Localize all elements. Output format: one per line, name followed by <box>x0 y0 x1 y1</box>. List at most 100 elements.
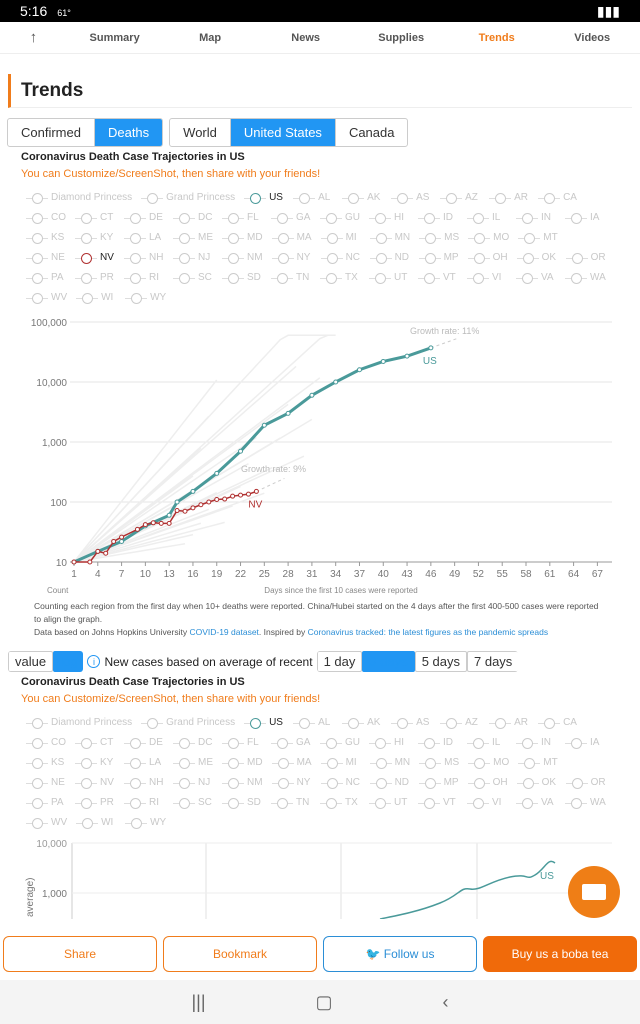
legend-item-az[interactable]: AZ <box>440 713 480 733</box>
legend-item-vi[interactable]: VI <box>467 268 507 288</box>
legend-item-mp[interactable]: MP <box>418 248 459 268</box>
legend-item-pr[interactable]: PR <box>75 268 115 288</box>
legend-item-grand-princess[interactable]: Grand Princess <box>141 188 235 208</box>
nav-news[interactable]: News <box>291 31 321 44</box>
legend-item-in[interactable]: IN <box>516 208 556 228</box>
legend-item-ia[interactable]: IA <box>565 208 605 228</box>
legend-item-in[interactable]: IN <box>516 733 556 753</box>
legend-item-gu[interactable]: GU <box>320 208 360 228</box>
legend-item-de[interactable]: DE <box>124 733 164 753</box>
info-icon[interactable]: i <box>87 655 101 668</box>
legend-item-ny[interactable]: NY <box>271 773 312 793</box>
legend-item-sd[interactable]: SD <box>222 793 262 813</box>
legend-item-ak[interactable]: AK <box>342 713 382 733</box>
legend-item-va[interactable]: VA <box>516 793 556 813</box>
legend-item-dc[interactable]: DC <box>173 733 213 753</box>
legend-item-ms[interactable]: MS <box>419 753 459 773</box>
legend-item-ky[interactable]: KY <box>75 228 115 248</box>
dataset-link[interactable]: COVID-19 dataset <box>189 627 259 637</box>
legend-item-ut[interactable]: UT <box>369 268 409 288</box>
legend-item-wy[interactable]: WY <box>125 288 166 308</box>
legend-item-nh[interactable]: NH <box>124 248 164 268</box>
legend-item-us[interactable]: US <box>244 188 284 208</box>
legend-item-ga[interactable]: GA <box>271 733 311 753</box>
back-to-top-button[interactable]: ↑ <box>29 29 38 46</box>
legend-item-nd[interactable]: ND <box>369 773 410 793</box>
legend-item-dc[interactable]: DC <box>173 208 213 228</box>
days-7-days[interactable]: 7 days <box>467 651 519 672</box>
legend-item-fl[interactable]: FL <box>222 733 262 753</box>
legend-item-me[interactable]: ME <box>173 228 213 248</box>
legend-item-as[interactable]: AS <box>391 188 431 208</box>
legend-item-al[interactable]: AL <box>293 713 333 733</box>
legend-item-pa[interactable]: PA <box>26 268 66 288</box>
legend-item-nc[interactable]: NC <box>320 773 361 793</box>
legend-item-il[interactable]: IL <box>467 208 507 228</box>
days-5-days[interactable]: 5 days <box>414 651 467 672</box>
legend-item-mi[interactable]: MI <box>320 228 361 248</box>
legend-item-oh[interactable]: OH <box>467 773 508 793</box>
tab-world[interactable]: World <box>170 119 231 146</box>
legend-item-nv[interactable]: NV <box>75 773 115 793</box>
legend-item-nj[interactable]: NJ <box>173 248 213 268</box>
legend-item-vi[interactable]: VI <box>467 793 507 813</box>
legend-item-ri[interactable]: RI <box>124 268 164 288</box>
legend-item-wa[interactable]: WA <box>565 268 606 288</box>
legend-item-as[interactable]: AS <box>391 713 431 733</box>
legend-item-ky[interactable]: KY <box>75 753 115 773</box>
home-icon[interactable]: ▢ <box>315 991 333 1012</box>
legend-item-hi[interactable]: HI <box>369 208 409 228</box>
legend-item-md[interactable]: MD <box>222 228 263 248</box>
bookmark-button[interactable]: Bookmark <box>163 936 317 972</box>
legend-item-ks[interactable]: KS <box>26 753 66 773</box>
legend-item-pa[interactable]: PA <box>26 793 66 813</box>
legend-item-wy[interactable]: WY <box>125 813 166 833</box>
legend-item-wi[interactable]: WI <box>76 288 116 308</box>
legend-item-il[interactable]: IL <box>467 733 507 753</box>
buy-boba-button[interactable]: Buy us a boba tea <box>483 936 637 972</box>
legend-item-nm[interactable]: NM <box>222 773 263 793</box>
legend-item-nm[interactable]: NM <box>222 248 263 268</box>
nav-videos[interactable]: Videos <box>574 31 611 44</box>
legend-item-la[interactable]: LA <box>124 228 164 248</box>
legend-item-ct[interactable]: CT <box>75 208 115 228</box>
nav-supplies[interactable]: Supplies <box>378 31 425 44</box>
legend-item-wv[interactable]: WV <box>26 813 67 833</box>
legend-item-de[interactable]: DE <box>124 208 164 228</box>
legend-item-fl[interactable]: FL <box>222 208 262 228</box>
legend-item-id[interactable]: ID <box>418 733 458 753</box>
legend-item-ks[interactable]: KS <box>26 228 66 248</box>
legend-item-nc[interactable]: NC <box>320 248 361 268</box>
legend-item-us[interactable]: US <box>244 713 284 733</box>
days-1-day[interactable]: 1 day <box>316 651 363 672</box>
legend-item-ar[interactable]: AR <box>489 713 529 733</box>
legend-item-ri[interactable]: RI <box>124 793 164 813</box>
legend-item-mp[interactable]: MP <box>418 773 459 793</box>
legend-item-pr[interactable]: PR <box>75 793 115 813</box>
legend-item-tn[interactable]: TN <box>271 793 311 813</box>
legend-item-ne[interactable]: NE <box>26 248 66 268</box>
legend-item-md[interactable]: MD <box>222 753 263 773</box>
legend-item-ia[interactable]: IA <box>565 733 605 753</box>
legend-item-ca[interactable]: CA <box>538 188 578 208</box>
legend-item-co[interactable]: CO <box>26 208 66 228</box>
tab-canada[interactable]: Canada <box>348 125 395 140</box>
share-button[interactable]: Share <box>3 936 157 972</box>
legend-item-tn[interactable]: TN <box>271 268 311 288</box>
legend-item-co[interactable]: CO <box>26 733 66 753</box>
legend-item-gu[interactable]: GU <box>320 733 360 753</box>
legend-item-nh[interactable]: NH <box>124 773 164 793</box>
legend-item-la[interactable]: LA <box>124 753 164 773</box>
legend-item-ma[interactable]: MA <box>271 753 312 773</box>
tab-deaths[interactable]: Deaths <box>94 119 163 146</box>
legend-item-mt[interactable]: MT <box>518 753 558 773</box>
legend-item-hi[interactable]: HI <box>369 733 409 753</box>
legend-item-ak[interactable]: AK <box>342 188 382 208</box>
legend-item-sc[interactable]: SC <box>173 268 213 288</box>
legend-item-nj[interactable]: NJ <box>173 773 213 793</box>
legend-item-ok[interactable]: OK <box>516 248 557 268</box>
legend-item-al[interactable]: AL <box>293 188 333 208</box>
follow-us-button[interactable]: 🐦 Follow us <box>323 936 477 972</box>
legend-item-ok[interactable]: OK <box>516 773 557 793</box>
legend-item-sd[interactable]: SD <box>222 268 262 288</box>
